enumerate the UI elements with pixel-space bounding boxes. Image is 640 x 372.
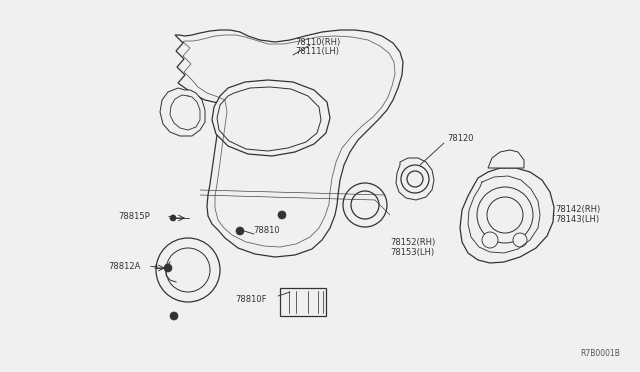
- Text: 78152(RH): 78152(RH): [390, 238, 435, 247]
- Circle shape: [343, 183, 387, 227]
- Polygon shape: [212, 80, 330, 156]
- Text: 78810F: 78810F: [235, 295, 266, 304]
- Circle shape: [351, 191, 379, 219]
- Text: 78153(LH): 78153(LH): [390, 248, 434, 257]
- Text: 78142(RH): 78142(RH): [555, 205, 600, 214]
- Text: 78812A: 78812A: [108, 262, 140, 271]
- Circle shape: [170, 312, 178, 320]
- Circle shape: [156, 238, 220, 302]
- Text: 78815P: 78815P: [118, 212, 150, 221]
- Polygon shape: [396, 158, 434, 200]
- Text: 78143(LH): 78143(LH): [555, 215, 599, 224]
- Text: 78110(RH): 78110(RH): [295, 38, 340, 47]
- Polygon shape: [217, 87, 321, 151]
- Polygon shape: [488, 150, 524, 168]
- Text: 78810: 78810: [253, 226, 280, 235]
- Polygon shape: [460, 168, 554, 263]
- Circle shape: [166, 248, 210, 292]
- Circle shape: [477, 187, 533, 243]
- Circle shape: [236, 227, 244, 235]
- Text: 78111(LH): 78111(LH): [295, 47, 339, 56]
- Circle shape: [164, 264, 172, 272]
- Circle shape: [407, 171, 423, 187]
- Text: →: →: [150, 262, 158, 272]
- Circle shape: [482, 232, 498, 248]
- Circle shape: [170, 215, 176, 221]
- Circle shape: [278, 211, 286, 219]
- Circle shape: [513, 233, 527, 247]
- Bar: [280, 288, 326, 316]
- Polygon shape: [160, 88, 205, 136]
- Circle shape: [401, 165, 429, 193]
- Text: →: →: [168, 212, 176, 222]
- Text: 78120: 78120: [447, 134, 474, 143]
- Polygon shape: [175, 30, 403, 257]
- Text: R7B0001B: R7B0001B: [580, 349, 620, 358]
- Circle shape: [487, 197, 523, 233]
